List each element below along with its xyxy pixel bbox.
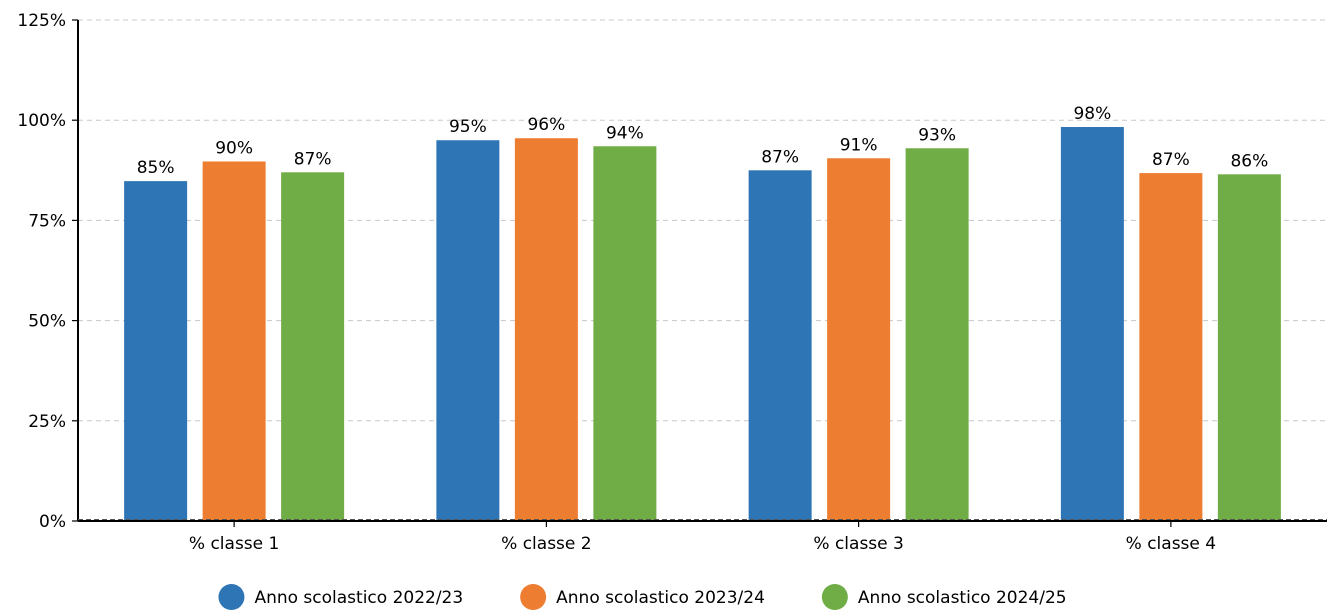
bar-data-label: 96%: [527, 115, 565, 135]
bar: [593, 146, 657, 521]
bar: [1217, 174, 1281, 522]
bar-data-label: 94%: [606, 123, 644, 143]
bars: [124, 127, 1281, 522]
bar: [514, 138, 578, 521]
bar-data-label: 87%: [761, 147, 799, 167]
bar-data-label: 87%: [294, 149, 332, 169]
legend-label: Anno scolastico 2024/25: [858, 588, 1067, 608]
bar-data-label: 86%: [1230, 151, 1268, 171]
y-tick-label: 50%: [28, 312, 66, 332]
y-tick-label: 0%: [39, 512, 66, 532]
bar: [748, 170, 812, 522]
y-tick-label: 125%: [17, 11, 66, 31]
legend-item: Anno scolastico 2023/24: [520, 584, 765, 610]
legend-item: Anno scolastico 2022/23: [218, 584, 463, 610]
bar: [436, 140, 500, 522]
x-category-label: % classe 1: [189, 534, 279, 554]
legend: Anno scolastico 2022/23 Anno scolastico 2…: [218, 584, 1067, 610]
y-tick-label: 100%: [17, 111, 66, 131]
legend-label: Anno scolastico 2023/24: [556, 588, 765, 608]
bar: [124, 181, 188, 522]
y-tick-label: 75%: [28, 211, 66, 231]
bar-data-label: 95%: [449, 117, 487, 137]
bar-data-label: 87%: [1152, 150, 1190, 170]
bar-data-label: 91%: [840, 135, 878, 155]
legend-label: Anno scolastico 2022/23: [254, 588, 463, 608]
legend-swatch: [520, 584, 547, 610]
x-category-label: % classe 3: [813, 534, 903, 554]
bar: [1139, 173, 1203, 522]
bar: [827, 158, 891, 521]
bar-data-label: 90%: [215, 138, 253, 158]
bar: [905, 148, 969, 522]
bar: [202, 161, 266, 521]
axes: [72, 19, 1327, 527]
x-category-label: % classe 4: [1126, 534, 1216, 554]
bar: [1060, 127, 1124, 521]
legend-item: Anno scolastico 2024/25: [821, 584, 1067, 610]
x-category-label: % classe 2: [501, 534, 591, 554]
labels: 0% 25% 50% 75% 100% 125% 85% 90% 87% % classe 1 95…: [17, 11, 1268, 554]
bar-data-label: 93%: [918, 125, 956, 145]
bar-data-label: 98%: [1073, 104, 1111, 124]
legend-swatch: [821, 584, 848, 610]
y-tick-label: 25%: [28, 412, 66, 432]
bar: [281, 172, 345, 521]
bar-data-label: 85%: [137, 158, 175, 178]
legend-swatch: [218, 584, 245, 610]
